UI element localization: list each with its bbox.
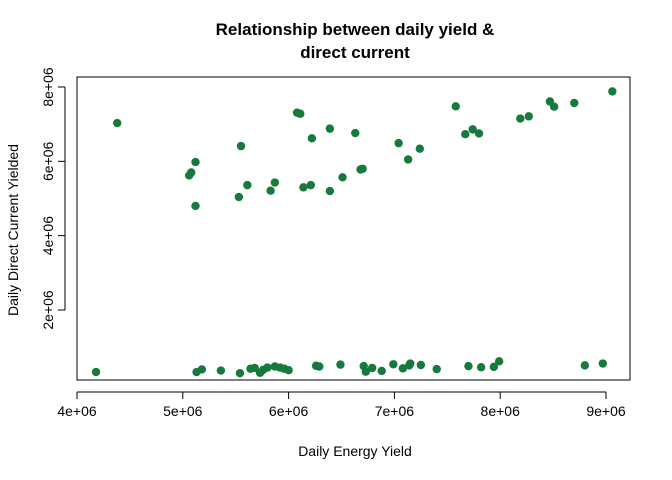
data-point [415,144,424,153]
data-point [235,368,245,378]
data-point [351,128,360,138]
data-point [325,186,335,196]
y-tick-label: 6e+06 [40,141,56,181]
data-point [468,125,477,134]
data-point [234,192,244,202]
data-point [191,201,200,211]
data-point [476,363,486,372]
data-point [367,363,377,373]
data-point [336,360,345,369]
data-point [580,361,590,370]
x-tick-label: 6e+06 [269,403,309,419]
data-point [394,138,403,148]
y-tick-label: 4e+06 [40,216,56,256]
y-tick-label: 2e+06 [40,290,56,330]
data-point [325,124,335,133]
chart-title-line-1: Relationship between daily yield & [216,20,495,39]
data-point [296,109,305,118]
data-point [549,102,559,111]
data-point [270,178,280,187]
data-point [191,157,200,167]
x-tick-label: 8e+06 [481,403,521,419]
y-axis: 2e+06 4e+06 6e+06 8e+06 [40,67,66,330]
data-point [389,360,398,369]
data-point [516,114,525,123]
data-point [432,364,441,374]
chart-title-line-2: direct current [300,43,410,62]
x-axis-label: Daily Energy Yield [298,443,412,459]
x-axis: 4e+06 5e+06 6e+06 7e+06 8e+06 9e+06 [57,391,626,419]
data-point [570,98,579,108]
data-point [243,180,252,190]
data-point [524,112,533,121]
data-point [398,364,408,373]
data-point [263,363,272,372]
x-tick-label: 7e+06 [375,403,415,419]
data-point [598,359,608,368]
data-point [474,129,484,138]
data-points [91,87,617,378]
x-tick-label: 9e+06 [586,403,626,419]
data-point [377,366,386,376]
data-point [266,186,275,195]
data-point [608,87,617,96]
data-point [451,102,460,111]
data-point [307,134,317,143]
data-point [236,141,246,151]
data-point [197,365,207,374]
data-point [284,366,293,375]
data-point [315,362,324,371]
data-point [338,173,347,182]
plot-area-border [76,76,631,381]
y-tick-label: 8e+06 [40,67,56,107]
data-point [187,168,196,177]
data-point [461,130,470,139]
data-point [489,362,499,372]
data-point [416,360,426,370]
data-point [494,357,504,366]
data-point [299,183,308,192]
data-point [358,164,367,173]
data-point [113,118,122,128]
data-point [216,366,226,375]
y-axis-label: Daily Direct Current Yielded [5,144,21,316]
data-point [406,359,415,368]
x-tick-label: 4e+06 [57,403,97,419]
data-point [403,155,413,164]
data-point [306,180,316,190]
data-point [464,361,473,371]
x-tick-label: 5e+06 [163,403,203,419]
data-point [361,367,371,376]
data-point [91,367,101,377]
